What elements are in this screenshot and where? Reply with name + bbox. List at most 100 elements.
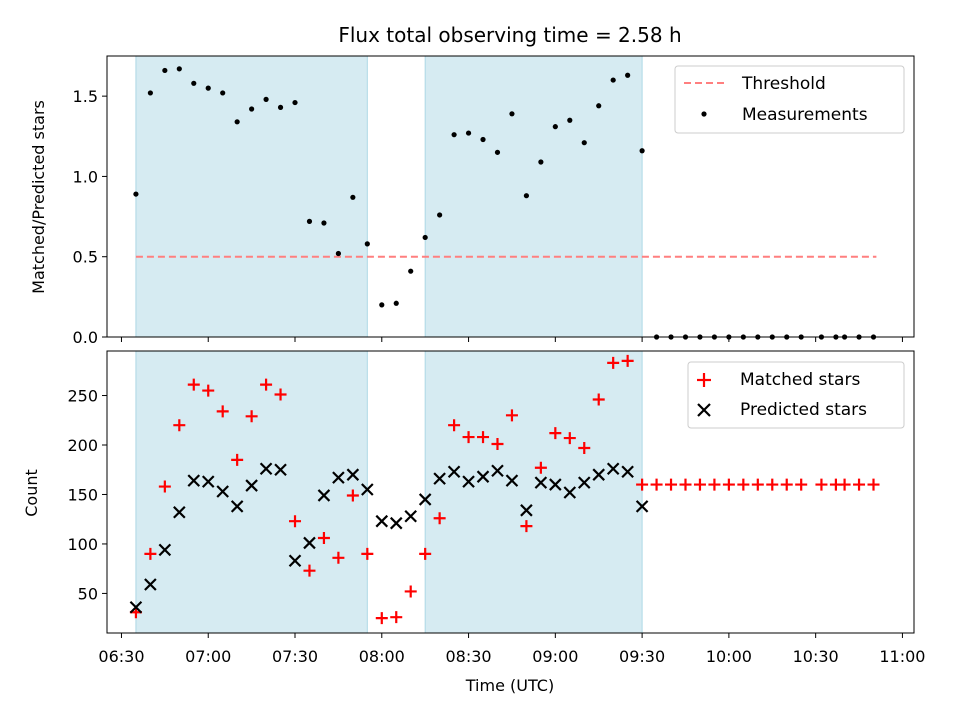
matched-star-point (795, 478, 808, 491)
matched-star-point (853, 478, 866, 491)
y-tick-label: 1.0 (73, 167, 98, 186)
matched-star-point (815, 478, 828, 491)
matched-star-point (477, 431, 490, 444)
predicted-star-point (505, 474, 519, 487)
measurement-point (162, 67, 168, 74)
predicted-star-point (606, 462, 620, 476)
matched-star-point (390, 611, 403, 624)
measurement-point (205, 85, 211, 91)
measurement-point (379, 302, 385, 308)
x-tick-label: 07:00 (185, 647, 231, 666)
legend-predicted-label: Predicted stars (740, 400, 867, 420)
measurement-point (249, 106, 255, 112)
matched-star-point (534, 461, 547, 474)
count-plot-frame (106, 350, 915, 634)
measurement-point (147, 90, 153, 96)
measurement-point (191, 80, 197, 86)
matched-star-point (144, 547, 157, 560)
predicted-star-point (433, 472, 446, 485)
predicted-star-point (216, 485, 229, 498)
measurement-point (133, 191, 139, 197)
measurement-point (596, 103, 602, 109)
observation-intervals (135, 55, 643, 338)
matched-star-point (838, 478, 851, 491)
predicted-star-point (520, 504, 533, 517)
predicted-star-point (389, 516, 403, 530)
measurement-point (277, 104, 284, 110)
predicted-star-point (447, 465, 461, 478)
observation-intervals-count (135, 350, 643, 634)
matched-star-point (173, 419, 186, 432)
measurement-point (494, 149, 501, 155)
predicted-star-point (549, 478, 562, 491)
x-tick-label: 08:00 (359, 647, 405, 666)
y-tick-label: 50 (78, 584, 98, 603)
predicted-star-point (491, 464, 504, 478)
matched-star-point (260, 378, 273, 391)
predicted-star-point (317, 489, 331, 502)
predicted-star-point (563, 486, 577, 499)
measurement-point (523, 193, 530, 199)
y-tick-label: 0.5 (73, 248, 98, 267)
predicted-star-point (201, 475, 215, 488)
measurement-point (393, 300, 399, 306)
matched-star-point (708, 478, 721, 491)
measurement-point (364, 241, 370, 247)
measurement-point (567, 117, 573, 123)
matched-star-point (578, 441, 591, 454)
matched-star-point (332, 551, 345, 564)
matched-star-point (693, 478, 706, 491)
matched-star-point (780, 478, 793, 491)
matched-star-point (303, 564, 316, 577)
matched-star-point (563, 432, 576, 445)
predicted-star-point (274, 463, 287, 477)
matched-star-point (607, 356, 620, 369)
matched-star-point (679, 478, 692, 491)
measurement-point (292, 99, 298, 106)
observation-interval (424, 350, 643, 634)
matched-star-point (766, 478, 779, 491)
legend-matched-label: Matched stars (740, 370, 860, 390)
legend-matched-swatch (697, 373, 711, 387)
matched-star-point (404, 585, 417, 598)
legend-measurement-label: Measurements (742, 105, 868, 125)
x-tick-label: 07:30 (272, 647, 318, 666)
legend-threshold-label: Threshold (741, 74, 826, 94)
measurement-point (552, 124, 558, 130)
ratio-y-label: Matched/Predicted stars (29, 100, 48, 294)
measurement-point (263, 96, 269, 102)
predicted-star-point (375, 514, 389, 528)
matched-star-point (274, 388, 287, 401)
y-tick-label: 100 (67, 535, 98, 554)
measurement-points (133, 66, 877, 340)
y-tick-label: 250 (67, 387, 98, 406)
predicted-star-point (173, 506, 186, 519)
matched-star-point (231, 453, 244, 466)
predicted-star-point (361, 483, 374, 496)
predicted-star-point (129, 600, 143, 614)
measurement-point (234, 119, 240, 125)
predicted-star-point (577, 476, 591, 489)
measurement-point (480, 136, 486, 143)
count-y-axis: 50 100 150 200 250 (67, 387, 107, 603)
matched-star-point (361, 547, 374, 560)
matched-star-point (433, 512, 446, 525)
matched-star-point (737, 478, 750, 491)
matched-star-point (650, 478, 663, 491)
predicted-star-point (245, 479, 258, 492)
count-legend-box (687, 361, 905, 429)
matched-star-point (462, 431, 475, 444)
observation-interval (135, 350, 368, 634)
matched-star-point (448, 419, 461, 432)
measurement-point (321, 220, 327, 226)
observation-interval (424, 55, 643, 338)
matched-star-point (867, 478, 880, 491)
matched-star-point (202, 384, 215, 397)
matched-star-point (419, 547, 432, 560)
x-tick-label: 11:00 (879, 647, 925, 666)
observation-interval (135, 55, 368, 338)
measurement-point (465, 130, 472, 136)
x-tick-label: 10:00 (706, 647, 752, 666)
predicted-star-point (346, 468, 360, 481)
